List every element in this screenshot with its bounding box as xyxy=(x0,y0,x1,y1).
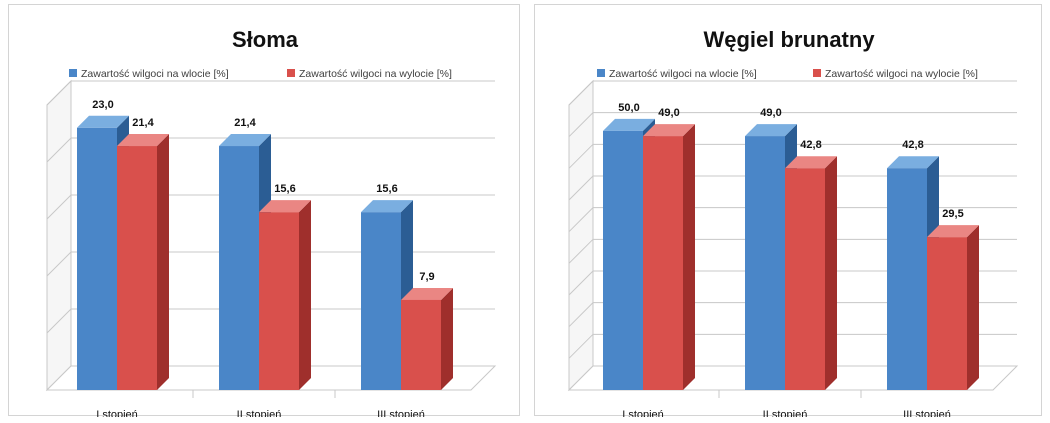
gridline xyxy=(568,112,1017,138)
chart-panel-brown-coal: Węgiel brunatny I stopień II stopień III s… xyxy=(534,4,1042,417)
chart-brown-coal: Węgiel brunatny I stopień II stopień III s… xyxy=(567,27,1019,417)
bar xyxy=(927,225,979,390)
gridline xyxy=(568,207,1017,233)
gridline xyxy=(568,238,1017,264)
bar xyxy=(401,287,453,390)
data-label: 7,9 xyxy=(419,271,434,283)
legend-label: Zawartość wilgoci na wylocie [%] xyxy=(825,68,978,80)
x-tick-label: II stopień xyxy=(237,409,282,417)
legend-label: Zawartość wilgoci na wlocie [%] xyxy=(81,68,229,80)
legend-swatch xyxy=(597,69,605,77)
legend-label: Zawartość wilgoci na wlocie [%] xyxy=(609,68,757,80)
data-label: 42,8 xyxy=(902,139,923,151)
gridline xyxy=(568,80,1017,106)
x-tick-label: II stopień xyxy=(763,409,808,417)
data-label: 42,8 xyxy=(800,139,821,151)
gridline xyxy=(46,80,495,106)
gridline xyxy=(46,137,495,163)
x-tick-label: I stopień xyxy=(622,409,664,417)
legend-swatch xyxy=(69,69,77,77)
data-label: 49,0 xyxy=(658,107,679,119)
chart-panel-straw: Słoma I stopień II stopień III stopień Zawa… xyxy=(8,4,520,417)
x-tick-label: III stopień xyxy=(903,409,951,417)
data-label: 23,0 xyxy=(92,99,113,111)
data-label: 21,4 xyxy=(132,117,154,129)
data-label: 29,5 xyxy=(942,208,963,220)
gridline xyxy=(568,143,1017,169)
legend-swatch xyxy=(287,69,295,77)
data-label: 15,6 xyxy=(376,183,397,195)
legend-swatch xyxy=(813,69,821,77)
data-label: 15,6 xyxy=(274,183,295,195)
gridline xyxy=(46,194,495,220)
chart-title: Słoma xyxy=(232,27,299,52)
gridline xyxy=(568,175,1017,201)
bar xyxy=(785,156,837,390)
data-label: 50,0 xyxy=(618,102,639,114)
bar xyxy=(259,200,311,390)
gridline xyxy=(46,251,495,277)
gridline xyxy=(568,270,1017,296)
bar xyxy=(117,134,169,390)
x-tick-label: I stopień xyxy=(96,409,138,417)
data-label: 21,4 xyxy=(234,117,256,129)
x-tick-label: III stopień xyxy=(377,409,425,417)
gridline xyxy=(46,308,495,334)
data-label: 49,0 xyxy=(760,107,781,119)
legend-label: Zawartość wilgoci na wylocie [%] xyxy=(299,68,452,80)
gridline xyxy=(568,302,1017,328)
chart-title: Węgiel brunatny xyxy=(703,27,875,52)
gridline xyxy=(568,333,1017,359)
bar xyxy=(643,124,695,390)
gridlines xyxy=(46,79,495,392)
chart-straw: Słoma I stopień II stopień III stopień Zawa… xyxy=(45,27,497,417)
